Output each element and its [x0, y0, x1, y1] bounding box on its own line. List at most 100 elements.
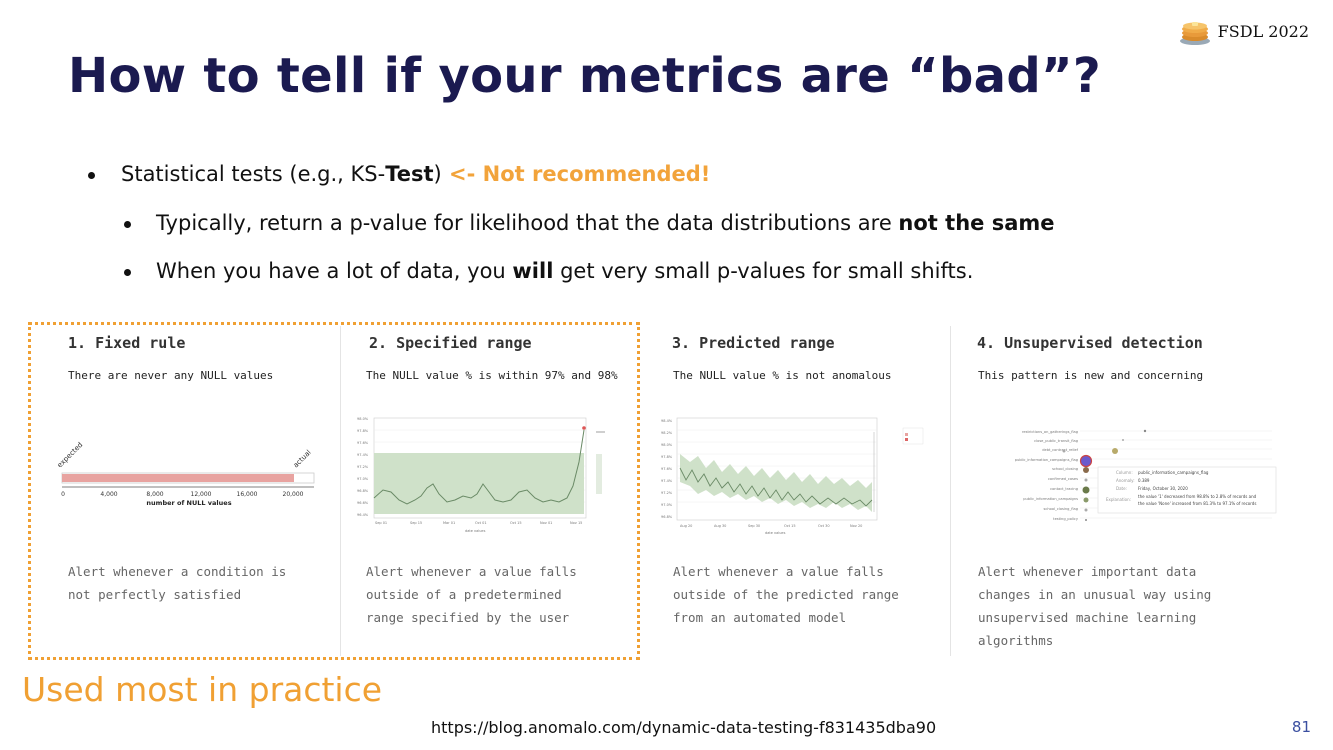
svg-text:97.4%: 97.4%: [357, 453, 369, 457]
column-divider: [340, 326, 341, 656]
column-2-description: Alert whenever a value falls outside of …: [366, 560, 577, 629]
bullet-3: When you have a lot of data, you will ge…: [156, 259, 973, 283]
pancake-stack-icon: [1179, 22, 1210, 45]
svg-text:contact_tracing: contact_tracing: [1050, 487, 1078, 491]
svg-text:98.0%: 98.0%: [661, 443, 673, 447]
desc-line: not perfectly satisfied: [68, 587, 242, 602]
desc-line: unsupervised machine learning: [978, 610, 1197, 625]
svg-text:Oct 15: Oct 15: [784, 524, 796, 528]
bullet-1-text: Statistical tests (e.g., KS-: [121, 162, 386, 186]
svg-text:date values: date values: [465, 529, 486, 533]
svg-text:debt_contract_relief: debt_contract_relief: [1042, 448, 1079, 452]
svg-text:97.6%: 97.6%: [661, 467, 673, 471]
svg-text:96.8%: 96.8%: [357, 489, 369, 493]
svg-text:Oct 01: Oct 01: [475, 521, 487, 525]
used-most-highlight-box: [28, 322, 640, 660]
unsupervised-detection-thumbnail: restrictions_on_gatherings_flag close_pu…: [1015, 429, 1277, 521]
bullet-dot: [124, 269, 131, 276]
detail-tooltip: [1097, 466, 1277, 514]
bullet-1-bold: Test: [385, 162, 434, 186]
column-4-subtitle: This pattern is new and concerning: [978, 369, 1204, 382]
svg-text:96.4%: 96.4%: [357, 513, 369, 517]
svg-text:testing_policy: testing_policy: [1053, 517, 1079, 521]
svg-text:the value 'None' increased fro: the value 'None' increased from 81.3% to…: [1138, 501, 1256, 506]
svg-text:Sep 30: Sep 30: [748, 524, 760, 528]
anomaly-highlight: [1079, 454, 1093, 468]
expected-label: expected: [56, 441, 84, 470]
page-number: 81: [1291, 718, 1311, 736]
column-2-title: 2. Specified range: [369, 334, 532, 352]
bullet-2-text: Typically, return a p-value for likeliho…: [156, 211, 899, 235]
null-percent-line: [679, 467, 873, 507]
bullet-1: Statistical tests (e.g., KS-Test) <- Not…: [121, 162, 710, 186]
svg-text:date values: date values: [765, 531, 786, 535]
svg-text:Aug 30: Aug 30: [714, 524, 726, 528]
column-divider: [950, 326, 951, 656]
svg-text:Explanation:: Explanation:: [1106, 497, 1131, 502]
column-3-subtitle: The NULL value % is not anomalous: [673, 369, 892, 382]
page-title: How to tell if your metrics are “bad”?: [68, 48, 1101, 104]
desc-line: outside of a predetermined: [366, 587, 562, 602]
svg-text:Nov 20: Nov 20: [850, 524, 862, 528]
column-1-title: 1. Fixed rule: [68, 334, 186, 352]
used-most-in-practice-label: Used most in practice: [22, 670, 383, 709]
bullet-2-bold: not the same: [898, 211, 1055, 235]
x-tick-label: 16,000: [237, 491, 258, 498]
svg-text:Column:: Column:: [1116, 470, 1133, 475]
svg-text:public_information_campaigns_f: public_information_campaigns_flag: [1015, 458, 1078, 462]
svg-text:Friday, October 30, 2020: Friday, October 30, 2020: [1138, 486, 1188, 491]
column-3-title: 3. Predicted range: [672, 334, 835, 352]
svg-text:97.8%: 97.8%: [661, 455, 673, 459]
svg-text:97.0%: 97.0%: [661, 503, 673, 507]
bullet-dot: [124, 221, 131, 228]
predicted-range-thumbnail: 98.4% 98.2% 98.0% 97.8% 97.6% 97.4% 97.2% 97.…: [661, 417, 924, 535]
svg-text:Nov 15: Nov 15: [570, 521, 582, 525]
actual-label: actual: [292, 448, 313, 469]
column-2-subtitle: The NULL value % is within 97% and 98%: [366, 369, 618, 382]
desc-line: Alert whenever important data: [978, 564, 1197, 579]
brand: FSDL 2022: [1178, 16, 1309, 46]
svg-text:public_information_campaigns: public_information_campaigns: [1023, 497, 1078, 501]
x-tick-label: 12,000: [191, 491, 212, 498]
fixed-rule-chart: expected actual 0 4,000 8,000 12,000 16,…: [56, 441, 315, 507]
svg-text:97.2%: 97.2%: [661, 491, 673, 495]
svg-text:0.389: 0.389: [1138, 478, 1150, 483]
bullet-1-text-end: ): [433, 162, 442, 186]
svg-text:97.2%: 97.2%: [357, 465, 369, 469]
bullet-2: Typically, return a p-value for likeliho…: [156, 211, 1055, 235]
brand-label: FSDL 2022: [1217, 21, 1309, 41]
desc-line: range specified by the user: [366, 610, 570, 625]
svg-text:96.6%: 96.6%: [357, 501, 369, 505]
svg-text:Sep 01: Sep 01: [375, 521, 387, 525]
allowed-range-band: [374, 453, 584, 514]
desc-line: outside of the predicted range: [673, 587, 899, 602]
svg-text:Date:: Date:: [1116, 486, 1127, 491]
svg-text:Anomaly:: Anomaly:: [1116, 478, 1135, 483]
svg-text:97.4%: 97.4%: [661, 479, 673, 483]
svg-text:96.8%: 96.8%: [661, 515, 673, 519]
source-link[interactable]: https://blog.anomalo.com/dynamic-data-te…: [431, 718, 937, 737]
desc-line: from an automated model: [673, 610, 847, 625]
svg-text:98.0%: 98.0%: [357, 417, 369, 421]
svg-text:Mar 01: Mar 01: [443, 521, 455, 525]
svg-text:Oct 15: Oct 15: [510, 521, 522, 525]
fixed-rule-bar: [62, 474, 294, 482]
specified-range-thumbnail: 98.0% 97.8% 97.6% 97.4% 97.2% 97.0% 96.8% 96.…: [357, 417, 605, 533]
column-4-title: 4. Unsupervised detection: [977, 334, 1203, 352]
not-recommended-note: <- Not recommended!: [441, 162, 711, 186]
null-percent-line: [373, 429, 585, 505]
x-tick-label: 20,000: [283, 491, 304, 498]
column-4-description: Alert whenever important data changes in…: [978, 560, 1211, 652]
svg-text:Aug 20: Aug 20: [680, 524, 692, 528]
svg-text:school_closing: school_closing: [1052, 467, 1078, 471]
desc-line: Alert whenever a value falls: [673, 564, 884, 579]
svg-text:confirmed_cases: confirmed_cases: [1048, 477, 1078, 481]
x-axis-label: number of NULL values: [146, 499, 231, 507]
x-tick-label: 8,000: [146, 491, 163, 498]
svg-text:close_public_transit_flag: close_public_transit_flag: [1034, 439, 1078, 443]
desc-line: algorithms: [978, 633, 1054, 648]
bullet-dot: [88, 172, 95, 179]
bullet-3-bold: will: [512, 259, 554, 283]
svg-text:public_information_campaigns_f: public_information_campaigns_flag: [1138, 470, 1209, 475]
desc-line: changes in an unusual way using: [978, 587, 1212, 602]
